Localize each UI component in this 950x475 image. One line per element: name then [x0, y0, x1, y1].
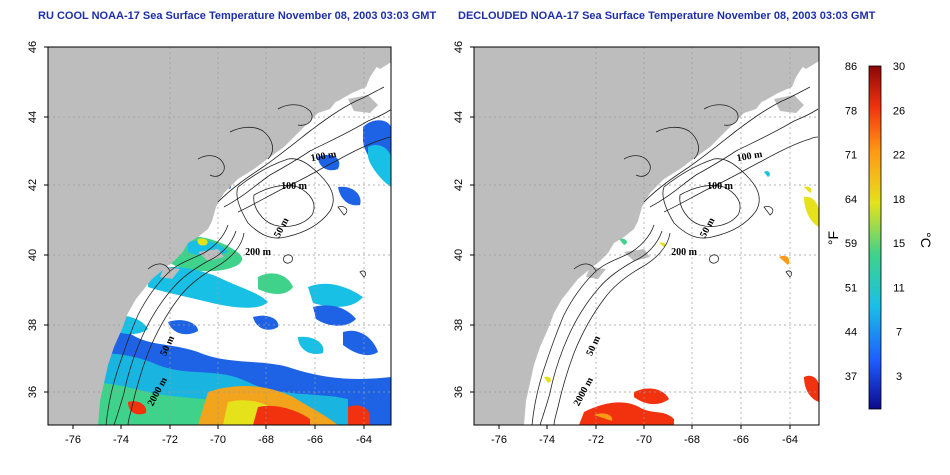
colorbar-c-tick: 18: [893, 194, 905, 206]
lon-tick-label-left: -72: [162, 434, 178, 446]
colorbar-c-tick: 22: [893, 150, 905, 162]
colorbar-f-tick: 51: [845, 282, 857, 294]
lon-tick-label-left: -76: [65, 434, 81, 446]
lon-tick-label-right: -66: [733, 434, 749, 446]
lon-tick-label-left: -70: [210, 434, 226, 446]
map-panel-right: [473, 46, 820, 426]
contour-label: 100 m: [310, 149, 338, 164]
contour-label: 200 m: [245, 247, 272, 258]
colorbar-c-tick: 11: [893, 282, 904, 294]
lat-tick-label-right: 44: [453, 111, 465, 123]
lat-tick-label-right: 38: [453, 319, 465, 331]
colorbar-f-tick: 44: [845, 327, 857, 339]
colorbar-f-tick: 59: [845, 238, 857, 250]
colorbar-f-label: °F: [825, 231, 841, 245]
colorbar-f-tick: 71: [845, 150, 857, 162]
contour-label: 100 m: [281, 181, 308, 192]
lat-tick-label-right: 36: [453, 386, 465, 398]
contour-label: 200 m: [671, 247, 698, 258]
lat-tick-label-right: 40: [453, 249, 465, 261]
map-panel-left: [47, 46, 392, 426]
lon-tick-label-right: -68: [684, 434, 700, 446]
lon-tick-label-left: -64: [356, 434, 372, 446]
colorbar-c-tick: 7: [896, 327, 902, 339]
lon-tick-label-right: -64: [782, 434, 798, 446]
lat-tick-label-left: 38: [27, 319, 39, 331]
lat-tick-label-left: 42: [27, 179, 39, 191]
colorbar-c-tick: 30: [893, 61, 905, 73]
colorbar-c-tick: 15: [893, 238, 905, 250]
lon-tick-label-right: -70: [636, 434, 652, 446]
lat-tick-label-left: 36: [27, 386, 39, 398]
colorbar-f-tick: 86: [845, 61, 857, 73]
lon-tick-label-left: -68: [258, 434, 274, 446]
contour-label: 100 m: [707, 181, 734, 192]
title-right: DECLOUDED NOAA-17 Sea Surface Temperatur…: [458, 10, 876, 22]
lat-tick-label-left: 40: [27, 249, 39, 261]
colorbar-f-tick: 78: [845, 105, 857, 117]
lat-tick-label-right: 42: [453, 179, 465, 191]
colorbar: [868, 65, 882, 410]
lat-tick-label-left: 44: [27, 111, 39, 123]
colorbar-f-tick: 64: [845, 194, 857, 206]
colorbar-c-tick: 3: [896, 371, 902, 383]
lat-tick-label-left: 46: [27, 41, 39, 53]
lon-tick-label-left: -74: [113, 434, 129, 446]
colorbar-f-tick: 37: [845, 371, 857, 383]
lat-tick-label-right: 46: [453, 41, 465, 53]
colorbar-c-label: °C: [918, 232, 934, 248]
lon-tick-label-right: -76: [491, 434, 507, 446]
lon-tick-label-left: -66: [307, 434, 323, 446]
lon-tick-label-right: -72: [588, 434, 604, 446]
title-left: RU COOL NOAA-17 Sea Surface Temperature …: [38, 10, 437, 22]
contour-label: 100 m: [736, 149, 764, 164]
lon-tick-label-right: -74: [539, 434, 555, 446]
colorbar-c-tick: 26: [893, 105, 905, 117]
